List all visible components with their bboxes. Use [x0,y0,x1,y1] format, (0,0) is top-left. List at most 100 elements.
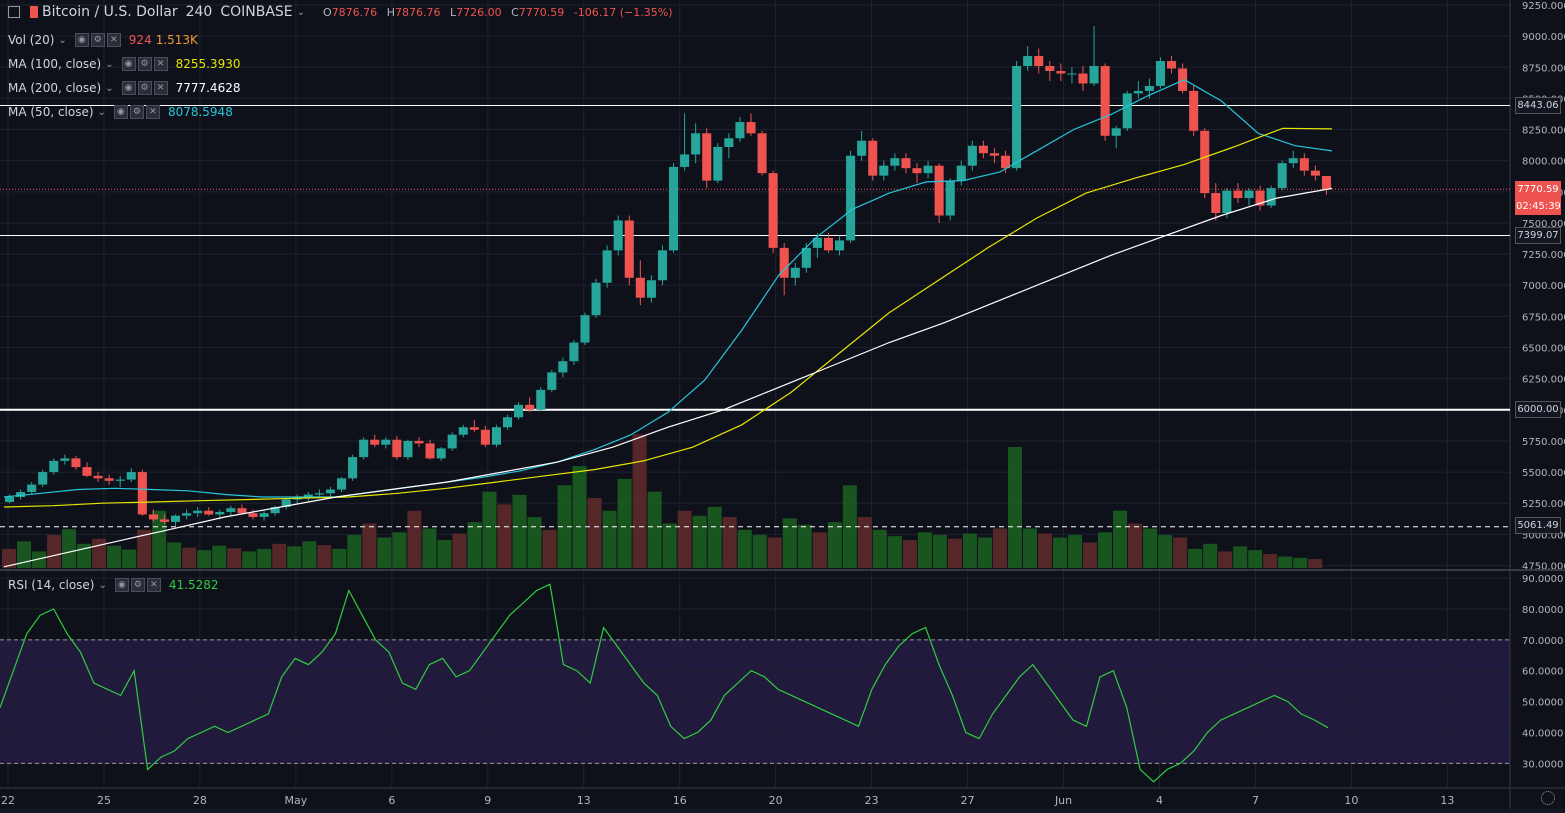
volume-bar [1263,554,1278,568]
candle-body [1012,66,1022,169]
close-icon[interactable]: ✕ [106,33,121,47]
eye-icon[interactable]: ◉ [113,105,128,119]
candle-body [1255,190,1265,206]
close-value: 7770.59 [518,5,565,19]
high-value: 7876.76 [394,5,441,19]
volume-bar [317,545,332,568]
volume-bar [1052,537,1068,568]
time-tick-label: 9 [484,794,491,807]
time-tick-label: 6 [388,794,395,807]
candle-body [49,460,59,473]
volume-bar [332,548,347,568]
candle-body [868,140,878,176]
close-icon[interactable]: ✕ [153,81,168,95]
candle-body [1144,85,1154,91]
volume-bar [902,540,917,568]
volume-bar [962,533,977,568]
candle-body [978,145,988,154]
candle-body [447,434,457,449]
candle-body [1023,56,1033,67]
gear-icon[interactable]: ⚙ [90,33,105,47]
chevron-down-icon[interactable]: ⌄ [105,58,114,70]
ma50-label: MA (50, close) [8,105,94,119]
time-tick-label: 16 [673,794,687,807]
symbol-header[interactable]: Bitcoin / U.S. Dollar 240 COINBASE ⌄ O78… [8,4,673,20]
volume-bar [257,548,272,568]
candle-body [370,439,380,445]
candle-body [5,497,15,502]
time-tick-label: 7 [1252,794,1259,807]
gear-icon[interactable]: ⚙ [137,57,152,71]
candle-body [1244,190,1254,199]
price-tick-label: 6750.000 [1522,312,1565,323]
chevron-down-icon[interactable]: ⌄ [296,6,306,18]
time-tick-label: 13 [577,794,591,807]
candle-body [1266,188,1276,206]
candle-body [602,250,612,283]
close-icon[interactable]: ✕ [153,57,168,71]
gear-icon[interactable]: ⚙ [129,105,144,119]
candle-body [104,478,114,481]
ma50-legend[interactable]: MA (50, close) ⌄ ◉ ⚙ ✕ 8078.5948 [8,105,233,119]
candle-body [945,180,955,216]
collapse-icon[interactable] [8,6,20,18]
eye-icon[interactable]: ◉ [121,81,136,95]
candle-body [967,145,977,166]
volume-bar [1308,559,1323,568]
ma100-legend[interactable]: MA (100, close) ⌄ ◉ ⚙ ✕ 8255.3930 [8,57,240,71]
eye-icon[interactable]: ◉ [114,578,129,592]
rsi-legend[interactable]: RSI (14, close) ⌄ ◉ ⚙ ✕ 41.5282 [8,578,219,592]
candle-body [270,506,280,514]
volume-bar [782,518,797,568]
candle-body [1155,61,1165,86]
gear-icon[interactable]: ⚙ [137,81,152,95]
candle-body [1211,193,1221,213]
volume-bar [227,548,242,568]
volume-bar [407,510,422,568]
volume-bar [542,529,557,568]
volume-bar [887,536,902,568]
eye-icon[interactable]: ◉ [121,57,136,71]
ma200-label: MA (200, close) [8,81,102,95]
chevron-down-icon[interactable]: ⌄ [105,82,114,94]
coinbase-logo-icon [30,6,38,18]
candle-body [591,282,601,316]
candle-body [226,508,236,512]
price-tick-label: 5500.000 [1522,468,1565,479]
chevron-down-icon[interactable]: ⌄ [98,579,107,591]
volume-bar [1278,556,1293,568]
vol-legend[interactable]: Vol (20) ⌄ ◉ ⚙ ✕ 924 1.513K [8,33,198,47]
close-icon[interactable]: ✕ [146,578,161,592]
volume-bar [1037,533,1052,568]
candle-body [425,443,435,459]
candle-body [1100,66,1110,136]
volume-bar [677,510,692,568]
volume-bar [872,529,887,568]
close-icon[interactable]: ✕ [145,105,160,119]
chevron-down-icon[interactable]: ⌄ [58,34,67,46]
settings-icon[interactable] [1541,791,1555,805]
candle-body [691,133,701,155]
price-tick-label: 6500.000 [1522,344,1565,355]
eye-icon[interactable]: ◉ [74,33,89,47]
ma200-legend[interactable]: MA (200, close) ⌄ ◉ ⚙ ✕ 7777.4628 [8,81,240,95]
level-6000-label: 6000.00 [1515,401,1561,418]
candle-body [657,250,667,281]
chevron-down-icon[interactable]: ⌄ [97,106,106,118]
volume-bar [497,504,512,568]
volume-bar [737,529,752,568]
volume-bar [1233,546,1248,568]
candle-body [525,404,535,410]
volume-bar [377,537,392,568]
candle-body [746,122,756,134]
price-tick-label: 9000.000 [1522,32,1565,43]
countdown-label: 02:45:39 [1515,198,1561,215]
candle-body [281,499,291,507]
time-tick-label: 28 [193,794,207,807]
volume-bar [2,548,17,568]
volume-bar [557,485,572,568]
volume-bar [647,491,662,568]
price-tick-label: 6250.000 [1522,375,1565,386]
gear-icon[interactable]: ⚙ [130,578,145,592]
